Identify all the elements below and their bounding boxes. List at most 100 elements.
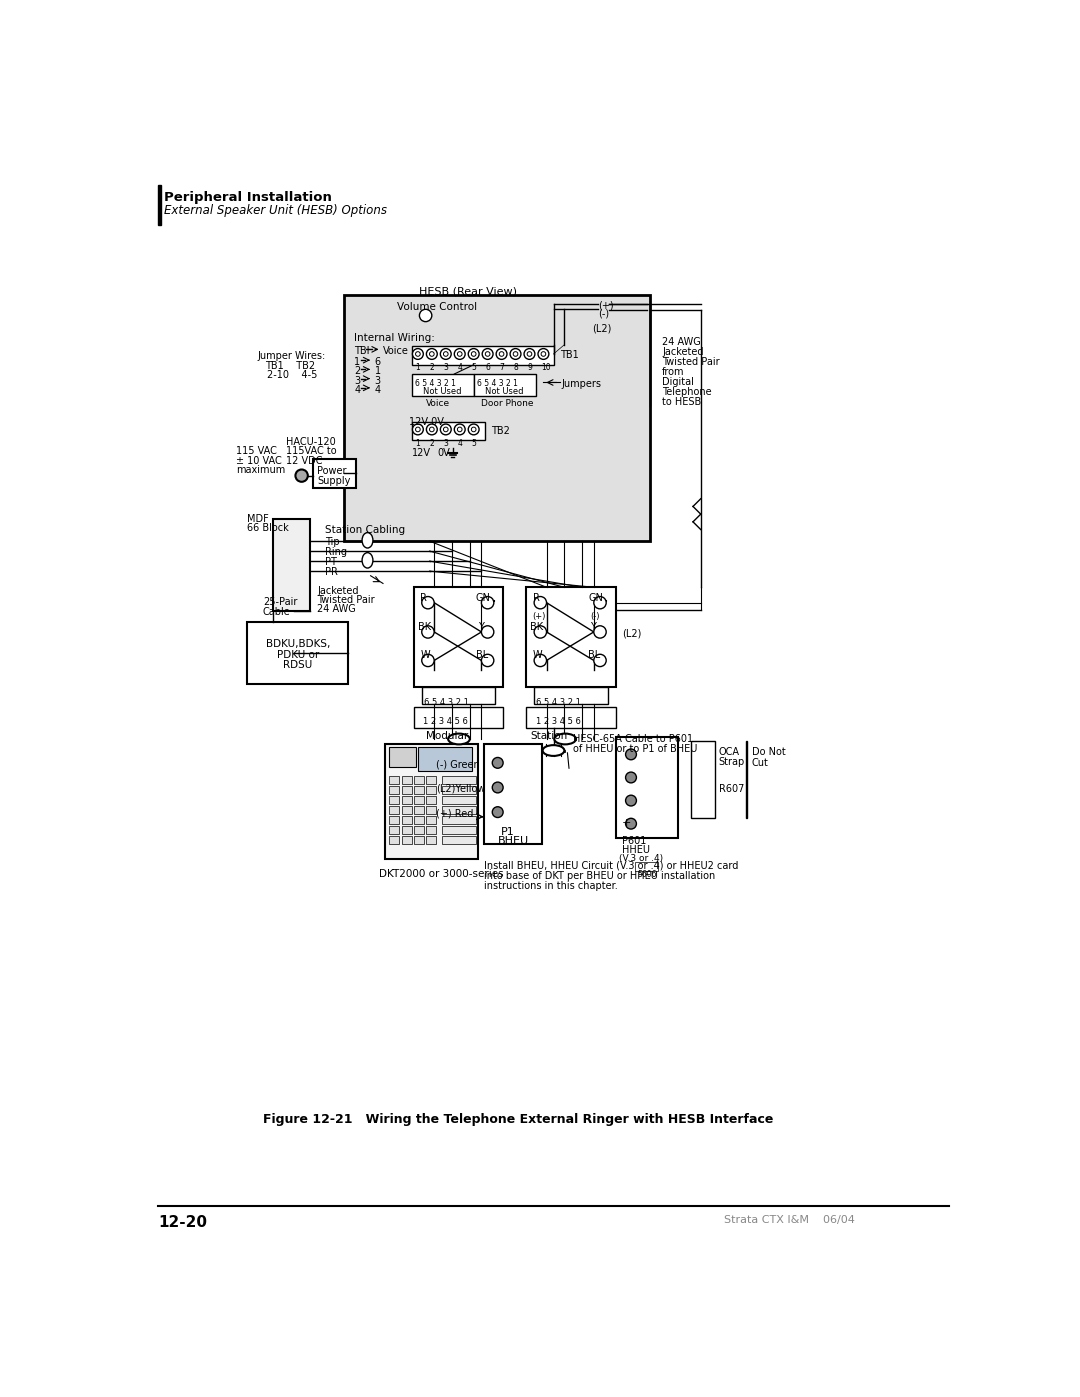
Circle shape — [427, 349, 437, 359]
Text: HESC-65A Cable to P601: HESC-65A Cable to P601 — [572, 733, 693, 743]
Bar — [273, 518, 310, 610]
Text: BK: BK — [418, 622, 431, 631]
Circle shape — [594, 654, 606, 666]
Text: Install BHEU, HHEU Circuit (V.3 or .4) or HHEU2 card: Install BHEU, HHEU Circuit (V.3 or .4) o… — [484, 861, 738, 870]
Text: GN: GN — [589, 594, 604, 604]
Text: BK: BK — [530, 622, 543, 631]
Text: 2: 2 — [430, 363, 434, 372]
Ellipse shape — [554, 733, 576, 745]
Text: Internal Wiring:: Internal Wiring: — [354, 334, 435, 344]
Circle shape — [441, 425, 451, 434]
Text: Y: Y — [477, 622, 484, 631]
Circle shape — [492, 757, 503, 768]
Circle shape — [422, 597, 434, 609]
Text: TBI: TBI — [354, 346, 369, 356]
Text: 3: 3 — [444, 363, 448, 372]
Text: 8: 8 — [513, 363, 518, 372]
Text: R: R — [420, 594, 427, 604]
Text: W: W — [532, 651, 542, 661]
Bar — [745, 742, 747, 819]
Bar — [414, 806, 424, 813]
Text: HHEU: HHEU — [622, 845, 650, 855]
Text: Tip: Tip — [325, 538, 339, 548]
Circle shape — [458, 352, 462, 356]
Text: 7: 7 — [499, 363, 504, 372]
Text: PT: PT — [325, 557, 337, 567]
Text: ± 10 VAC: ± 10 VAC — [235, 455, 282, 465]
Circle shape — [535, 626, 546, 638]
Circle shape — [496, 349, 507, 359]
Text: 24 AWG: 24 AWG — [662, 337, 701, 346]
Ellipse shape — [542, 745, 565, 756]
Bar — [402, 826, 411, 834]
Text: (+): (+) — [532, 612, 546, 620]
Text: 1 2 3 4 5 6: 1 2 3 4 5 6 — [536, 717, 581, 725]
Bar — [474, 374, 536, 395]
Text: from: from — [662, 367, 685, 377]
Circle shape — [492, 806, 503, 817]
Bar — [345, 295, 650, 541]
Bar — [313, 458, 356, 488]
Circle shape — [471, 352, 476, 356]
Text: 6 5 4 3 2 1: 6 5 4 3 2 1 — [415, 379, 456, 387]
Text: Cable: Cable — [262, 606, 291, 616]
Bar — [402, 796, 411, 803]
Text: 115VAC to: 115VAC to — [286, 447, 337, 457]
Bar — [414, 826, 424, 834]
Text: PR: PR — [325, 567, 338, 577]
Bar — [386, 743, 478, 859]
Text: (-) Green: (-) Green — [435, 759, 480, 768]
Bar — [427, 806, 436, 813]
Text: Telephone: Telephone — [662, 387, 712, 397]
Text: 2-10    4-5: 2-10 4-5 — [267, 370, 318, 380]
Bar — [442, 775, 476, 784]
Text: Not Used: Not Used — [422, 387, 461, 397]
Bar — [389, 747, 416, 767]
Text: maximum: maximum — [235, 465, 285, 475]
Circle shape — [625, 749, 636, 760]
Circle shape — [499, 352, 504, 356]
Text: (L2)Yellow: (L2)Yellow — [435, 784, 485, 793]
Text: 25-Pair: 25-Pair — [262, 598, 297, 608]
Text: 4: 4 — [458, 439, 462, 447]
Bar — [442, 816, 476, 824]
Circle shape — [455, 425, 465, 434]
Text: 5: 5 — [471, 439, 476, 447]
Text: P1: P1 — [501, 827, 514, 837]
Circle shape — [538, 349, 549, 359]
Text: Voice: Voice — [426, 398, 449, 408]
Text: 12V: 12V — [411, 448, 431, 458]
Text: HESB (Rear View): HESB (Rear View) — [419, 286, 517, 298]
Text: GN: GN — [476, 594, 491, 604]
Text: Jacketed: Jacketed — [662, 346, 703, 358]
Text: Station: Station — [530, 731, 567, 742]
Text: Strap: Strap — [718, 757, 745, 767]
Text: 66 Block: 66 Block — [247, 524, 289, 534]
Bar — [442, 796, 476, 803]
Bar — [159, 184, 161, 225]
Bar — [427, 816, 436, 824]
Text: MDF: MDF — [247, 514, 269, 524]
Ellipse shape — [448, 733, 470, 745]
Text: 6: 6 — [485, 363, 490, 372]
Circle shape — [594, 597, 606, 609]
Bar — [635, 862, 658, 872]
Bar — [414, 787, 424, 793]
Bar — [389, 787, 400, 793]
Circle shape — [541, 352, 545, 356]
Bar — [411, 346, 554, 365]
Text: Not Used: Not Used — [485, 387, 523, 397]
Bar — [414, 707, 503, 728]
Bar — [414, 587, 503, 687]
Circle shape — [492, 782, 503, 793]
Bar — [402, 787, 411, 793]
Text: 115 VAC: 115 VAC — [235, 447, 276, 457]
Bar — [427, 787, 436, 793]
Bar — [389, 826, 400, 834]
Text: of HHEU or to P1 of BHEU: of HHEU or to P1 of BHEU — [572, 743, 698, 753]
Text: (L2): (L2) — [622, 629, 642, 638]
Text: External Speaker Unit (HESB) Options: External Speaker Unit (HESB) Options — [164, 204, 388, 217]
Bar — [414, 796, 424, 803]
Bar — [427, 796, 436, 803]
Text: TB1    TB2: TB1 TB2 — [266, 360, 315, 372]
